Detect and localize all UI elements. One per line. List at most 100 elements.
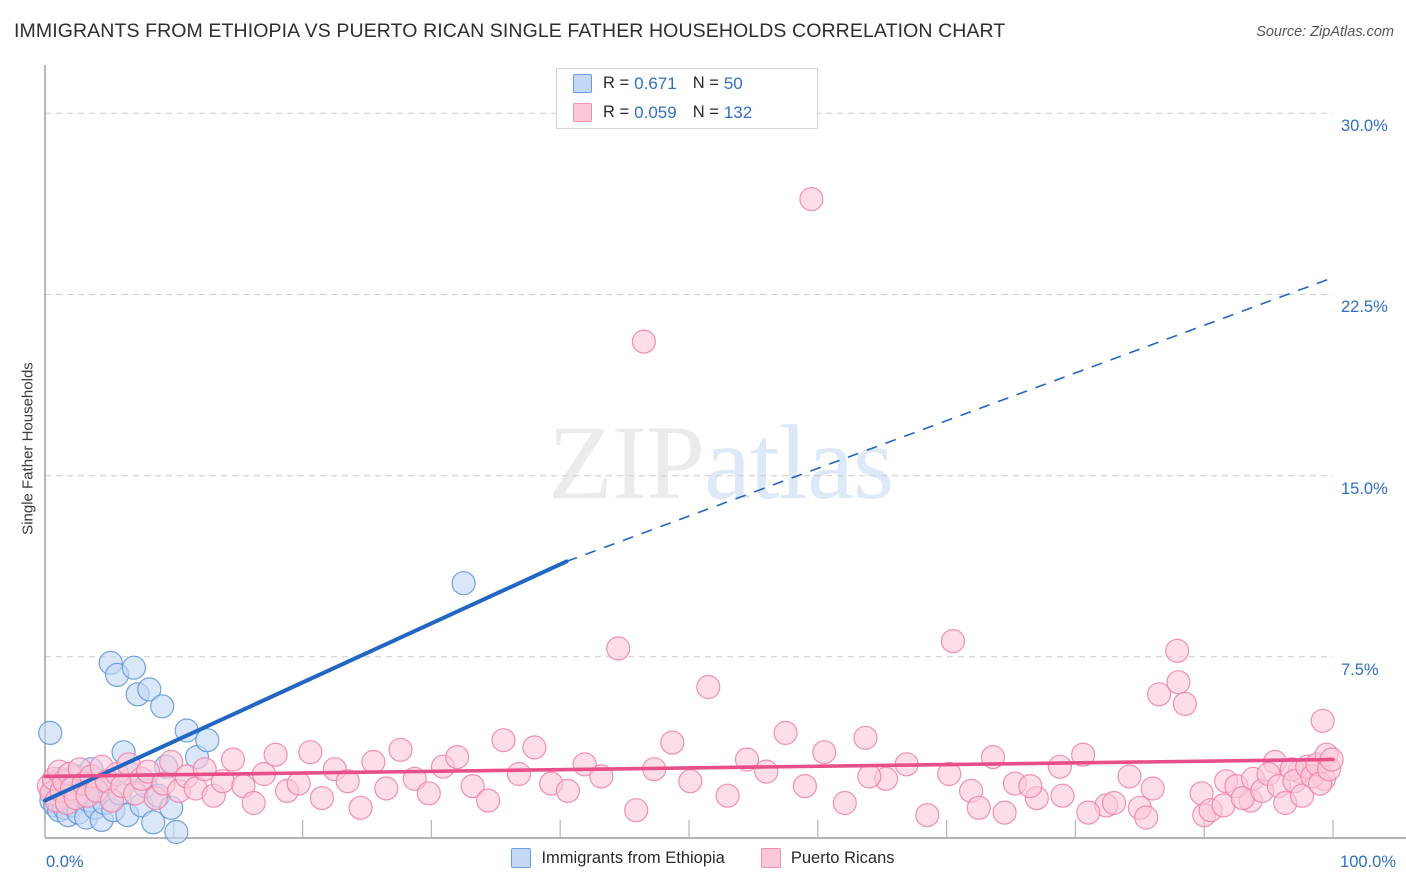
data-point xyxy=(940,628,966,654)
data-point xyxy=(1134,805,1159,830)
data-point xyxy=(491,728,516,753)
data-point xyxy=(966,795,991,820)
axes xyxy=(44,65,1406,839)
data-point xyxy=(335,769,360,794)
legend-label-puertorican: Puerto Ricans xyxy=(790,848,895,867)
y-axis-tick-label: 22.5% xyxy=(1341,298,1388,317)
data-point xyxy=(624,798,649,823)
data-point xyxy=(1070,742,1096,767)
data-point xyxy=(773,720,798,746)
data-point xyxy=(1165,638,1190,663)
x-axis-max-label: 100.0% xyxy=(1340,853,1396,871)
stats-r-value: 0.671 xyxy=(634,73,677,93)
data-point xyxy=(416,781,441,806)
legend-item-ethiopia[interactable]: Immigrants from Ethiopia xyxy=(511,848,725,868)
data-point xyxy=(164,819,189,845)
data-point xyxy=(1140,776,1165,801)
data-point xyxy=(150,694,175,719)
data-point xyxy=(606,636,631,661)
data-point xyxy=(220,747,246,772)
data-point xyxy=(1047,754,1073,779)
data-point xyxy=(754,759,779,784)
data-point xyxy=(286,771,311,796)
page-title: IMMIGRANTS FROM ETHIOPIA VS PUERTO RICAN… xyxy=(14,20,1006,42)
data-point xyxy=(1289,783,1315,808)
data-point xyxy=(853,725,878,750)
data-point xyxy=(137,677,162,702)
stats-row-puertorican: R = 0.059 N = 132 xyxy=(557,98,817,127)
data-point xyxy=(1166,670,1191,695)
data-point xyxy=(522,735,547,760)
data-point xyxy=(812,740,837,765)
data-point xyxy=(361,749,386,775)
y-axis-tick-label: 30.0% xyxy=(1341,117,1388,136)
data-point xyxy=(832,790,857,816)
legend-swatch-blue-icon xyxy=(511,848,532,868)
gridlines xyxy=(45,112,1333,658)
data-point xyxy=(660,730,685,755)
stats-r-label: R = xyxy=(603,74,630,92)
series-points-puertorican xyxy=(36,187,1344,830)
data-point xyxy=(1101,790,1127,816)
data-point xyxy=(715,783,740,808)
trendline-solid xyxy=(43,757,1335,779)
data-point xyxy=(555,778,581,804)
data-point xyxy=(937,761,962,787)
data-point xyxy=(451,571,476,596)
trendline-puertorican xyxy=(43,757,1335,779)
data-point xyxy=(445,744,470,770)
data-point xyxy=(992,800,1017,825)
trendline-dashed xyxy=(566,276,1334,563)
data-point xyxy=(38,720,63,746)
data-point xyxy=(678,769,703,794)
data-point xyxy=(734,747,760,772)
trendline-solid xyxy=(43,559,569,803)
data-point xyxy=(476,788,501,813)
data-point xyxy=(1117,764,1142,789)
data-point xyxy=(1146,682,1172,707)
stats-swatch-blue-icon xyxy=(573,74,592,93)
trendline-ethiopia xyxy=(43,276,1334,803)
data-point xyxy=(792,773,818,799)
data-point xyxy=(348,795,373,820)
data-point xyxy=(141,810,166,835)
data-point xyxy=(1076,800,1101,825)
stats-r-label: R = xyxy=(603,103,630,121)
data-point xyxy=(374,776,399,801)
data-point xyxy=(460,773,485,799)
source-attribution: Source: ZipAtlas.com xyxy=(1256,24,1394,40)
data-point xyxy=(263,742,288,767)
y-axis-tick-label: 15.0% xyxy=(1341,479,1388,498)
data-point xyxy=(241,790,266,816)
data-point xyxy=(298,740,323,765)
stats-swatch-pink-icon xyxy=(573,103,592,122)
data-point xyxy=(799,187,824,212)
data-point xyxy=(1050,783,1075,808)
legend-label-ethiopia: Immigrants from Ethiopia xyxy=(541,848,725,867)
data-point xyxy=(388,737,413,762)
stats-n-value: 132 xyxy=(723,102,753,122)
chart-legend: Immigrants from Ethiopia Puerto Ricans xyxy=(0,848,1406,868)
legend-swatch-pink-icon xyxy=(760,848,781,868)
data-point xyxy=(121,655,146,680)
data-point xyxy=(1172,691,1198,717)
stats-r-value: 0.059 xyxy=(634,102,677,122)
stats-n-label: N = xyxy=(692,74,719,92)
y-axis-tick-label: 7.5% xyxy=(1341,660,1379,679)
stats-n-value: 50 xyxy=(723,73,743,93)
legend-item-puertorican[interactable]: Puerto Ricans xyxy=(760,848,895,868)
data-point xyxy=(506,761,532,787)
data-point xyxy=(696,674,721,700)
stats-n-label: N = xyxy=(692,103,719,121)
data-point xyxy=(1310,708,1335,733)
x-axis-min-label: 0.0% xyxy=(46,853,84,871)
data-point xyxy=(857,764,882,789)
data-point xyxy=(915,802,940,828)
data-point xyxy=(309,785,334,811)
data-point xyxy=(631,329,657,354)
correlation-stats-box: R = 0.671 N = 50 R = 0.059 N = 132 xyxy=(556,68,818,129)
stats-row-ethiopia: R = 0.671 N = 50 xyxy=(557,69,817,98)
data-point xyxy=(195,728,220,753)
data-point xyxy=(1018,773,1043,799)
